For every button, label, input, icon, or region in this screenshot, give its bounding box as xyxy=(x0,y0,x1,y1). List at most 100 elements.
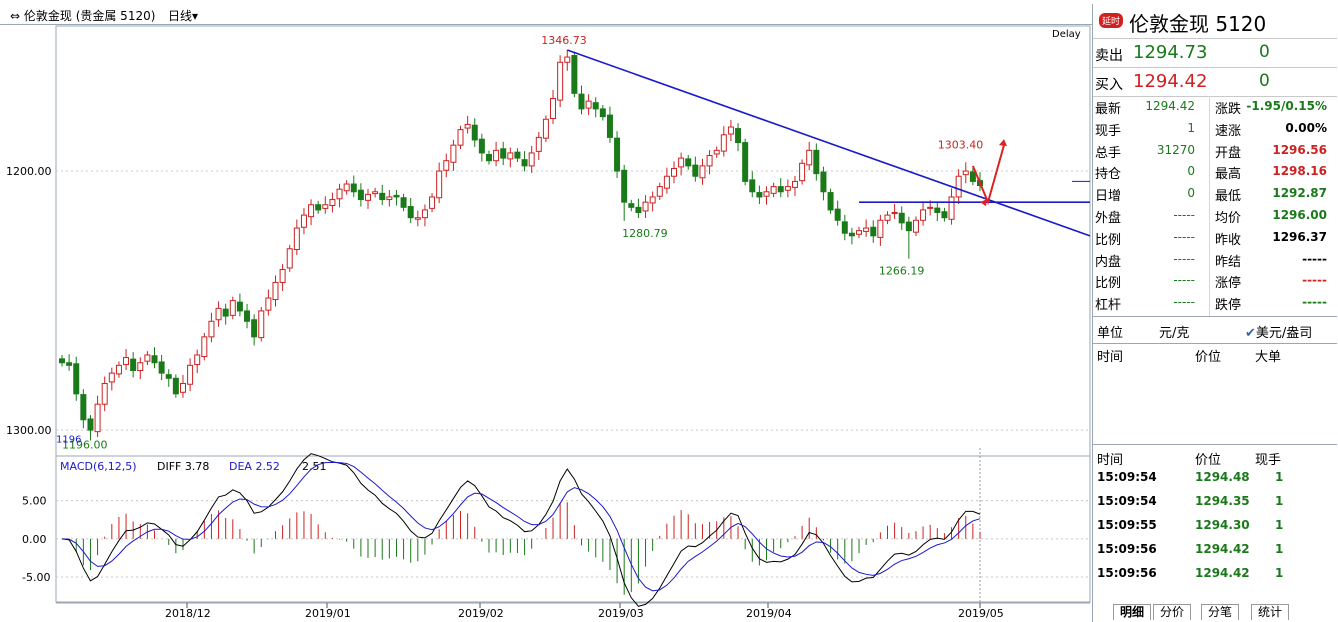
candle-body xyxy=(941,211,948,219)
buy-row: 买入 1294.42 0 xyxy=(1093,68,1337,97)
candle-body xyxy=(905,221,912,232)
candle-body xyxy=(108,372,115,383)
candle-body xyxy=(379,192,386,201)
candle-body xyxy=(265,297,272,311)
candle-body xyxy=(172,377,179,395)
candle-body xyxy=(215,307,222,321)
tick-row[interactable]: 15:09:54 1294.35 1 xyxy=(1093,490,1337,514)
candle-body xyxy=(742,142,749,182)
candle-body xyxy=(514,151,521,159)
candle-body xyxy=(386,196,393,201)
candle-body xyxy=(834,208,841,221)
plot-frame xyxy=(55,25,1091,603)
candle-body xyxy=(592,102,599,110)
chart-toolbar: ⇔ 伦敦金现 (贵金属 5120) 日线▾ xyxy=(0,4,1092,25)
chart-pane[interactable]: ⇔ 伦敦金现 (贵金属 5120) 日线▾ 1300.00 1200.00 Dela… xyxy=(0,0,1092,622)
candle-body xyxy=(101,382,108,405)
candle-body xyxy=(763,191,770,197)
tab-2[interactable]: 分笔 xyxy=(1201,604,1240,620)
candle-body xyxy=(66,362,73,366)
quote-title: 延时 伦敦金现 5120 xyxy=(1093,4,1337,39)
macd-y-tick: 5.00 xyxy=(22,495,47,508)
stat-label: 涨跌 xyxy=(1215,102,1242,117)
candle-body xyxy=(450,144,457,163)
candle-body xyxy=(870,226,877,237)
candle-body xyxy=(187,364,194,385)
stat-label: 比例 xyxy=(1095,232,1122,248)
y-tick-label: 1300.00 xyxy=(6,424,52,437)
tick-time: 15:09:56 xyxy=(1097,566,1157,580)
tick-time: 15:09:56 xyxy=(1097,542,1157,556)
tab-0[interactable]: 明细 xyxy=(1113,604,1152,620)
candle-body xyxy=(443,160,450,171)
stat-label: 均价 xyxy=(1215,210,1242,226)
link-icon: ⇔ xyxy=(10,9,24,23)
candle-body xyxy=(735,128,742,144)
quote-panel: 延时 伦敦金现 5120 卖出 1294.73 0 买入 1294.42 0 最… xyxy=(1092,4,1337,622)
stat-label: 最新 xyxy=(1095,102,1122,117)
stat-label: 昨收 xyxy=(1215,232,1242,248)
candle-body xyxy=(365,193,371,201)
candle-body xyxy=(713,149,720,155)
stat-row: 杠杆 ----- 跌停 ----- xyxy=(1093,292,1337,314)
stat-value: 31270 xyxy=(1156,142,1195,157)
tick-row[interactable]: 15:09:55 1294.30 1 xyxy=(1093,514,1337,538)
candle-body xyxy=(315,204,322,211)
candle-body xyxy=(962,170,969,176)
stat-value: ----- xyxy=(1173,207,1195,222)
stat-value: ----- xyxy=(1173,229,1195,244)
candlestick-chart[interactable]: 1300.00 1200.00 Delay 1346.73 1280.79 1266.19… xyxy=(0,0,1092,622)
tick-list[interactable]: 15:09:54 1294.48 1 15:09:54 1294.35 1 15:09:55… xyxy=(1093,466,1337,586)
candle-body xyxy=(336,188,343,200)
tick-row[interactable]: 15:09:56 1294.42 1 xyxy=(1093,538,1337,562)
candle-body xyxy=(222,308,229,317)
macd-diff: DIFF 3.78 xyxy=(157,460,209,473)
candle-body xyxy=(799,162,806,182)
x-tick-label: 2019/03 xyxy=(598,607,644,620)
candle-body xyxy=(251,319,258,338)
unit-usd-oz-option[interactable]: ✔美元/盎司 xyxy=(1245,326,1313,341)
stat-label: 开盘 xyxy=(1215,145,1242,161)
price-annotation: 1346.73 xyxy=(541,34,587,47)
stat-value: -1.95/0.15% xyxy=(1246,99,1327,113)
sell-price: 1294.73 xyxy=(1133,42,1208,63)
x-tick-label: 2019/05 xyxy=(958,607,1004,620)
candle-body xyxy=(115,364,122,375)
candle-body xyxy=(165,374,172,379)
tab-1[interactable]: 分价 xyxy=(1153,604,1192,620)
candle-body xyxy=(414,217,421,220)
stat-label: 速涨 xyxy=(1215,123,1242,139)
candle-body xyxy=(429,196,436,209)
candle-body xyxy=(898,212,905,224)
candle-body xyxy=(770,186,777,194)
candle-body xyxy=(329,199,336,207)
stat-value: 1296.56 xyxy=(1272,142,1327,157)
candle-body xyxy=(841,221,848,234)
candle-body xyxy=(813,149,820,175)
macd-y-tick: -5.00 xyxy=(22,571,50,584)
arrow-head-icon xyxy=(980,199,987,207)
stat-row: 持仓 0 最高 1298.16 xyxy=(1093,161,1337,183)
tick-row[interactable]: 15:09:54 1294.48 1 xyxy=(1093,466,1337,490)
tick-row[interactable]: 15:09:56 1294.42 1 xyxy=(1093,562,1337,586)
candle-body xyxy=(720,134,727,152)
candle-body xyxy=(343,183,350,192)
unit-row: 单位 元/克 ✔美元/盎司 xyxy=(1093,316,1337,344)
stat-value: 1 xyxy=(1187,120,1195,135)
candle-body xyxy=(628,203,635,208)
candle-body xyxy=(550,98,557,119)
candle-body xyxy=(471,124,478,141)
unit-cny-gram[interactable]: 元/克 xyxy=(1159,326,1190,341)
stat-value: ----- xyxy=(1302,251,1327,266)
instrument-title[interactable]: ⇔ 伦敦金现 (贵金属 5120) xyxy=(10,9,156,23)
candle-body xyxy=(856,230,863,235)
stat-label: 杠杆 xyxy=(1095,298,1122,314)
tab-3[interactable]: 统计 xyxy=(1251,604,1290,620)
tick-time: 15:09:54 xyxy=(1097,494,1157,508)
macd-y-tick: 0.00 xyxy=(22,533,47,546)
candle-body xyxy=(699,165,706,179)
macd-value: 2.51 xyxy=(302,460,327,473)
period-selector[interactable]: 日线▾ xyxy=(168,9,199,23)
tick-price: 1294.35 xyxy=(1195,494,1250,508)
candle-body xyxy=(158,361,165,374)
